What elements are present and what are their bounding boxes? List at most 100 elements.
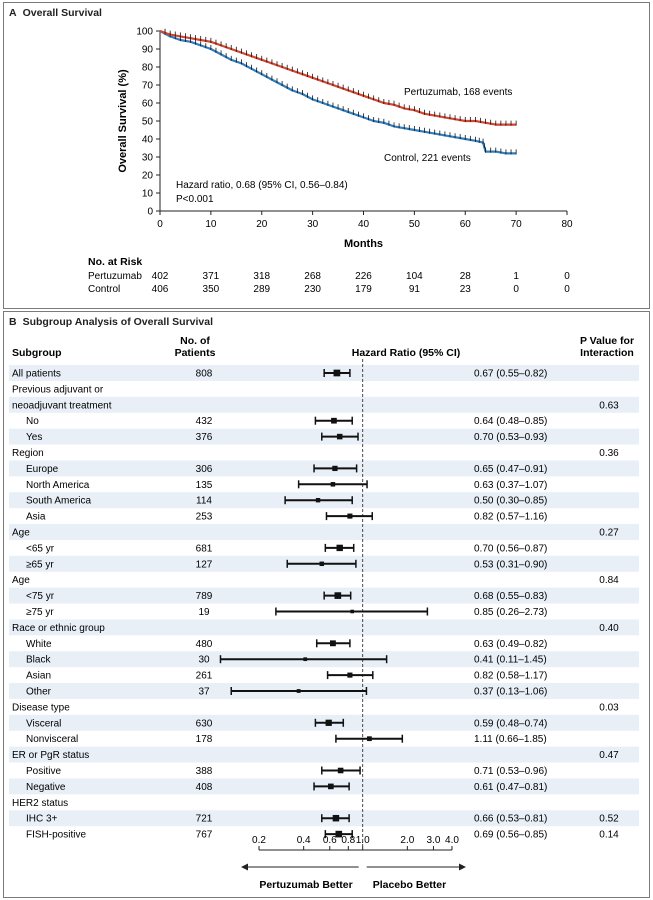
risk-count: 179 <box>355 284 372 295</box>
subgroup-label: Age <box>12 575 30 586</box>
risk-count: 406 <box>152 284 169 295</box>
hazard-ratio-text: 0.61 (0.47–0.81) <box>474 782 547 793</box>
x-tick-label: 30 <box>307 219 319 230</box>
hazard-ratio-point <box>347 672 353 678</box>
risk-count: 28 <box>460 271 472 282</box>
hazard-ratio-point <box>336 544 343 552</box>
forest-x-tick-label: 0.8 <box>341 835 355 846</box>
row-shade <box>9 524 639 540</box>
hazard-ratio-text: 0.69 (0.56–0.85) <box>474 830 547 841</box>
patient-count: 808 <box>196 369 213 380</box>
risk-table-header: No. at Risk <box>88 256 142 268</box>
hazard-ratio-text: 0.70 (0.53–0.93) <box>474 432 547 443</box>
p-value: 0.84 <box>599 575 619 586</box>
risk-row-label: Pertuzumab <box>88 271 142 282</box>
x-axis-label: Months <box>344 238 383 250</box>
subgroup-label: White <box>26 639 52 650</box>
y-tick-label: 100 <box>136 27 153 38</box>
subgroup-label: No <box>26 416 39 427</box>
header-pvalue-2: Interaction <box>580 347 634 359</box>
panel-b-title: B Subgroup Analysis of Overall Survival <box>9 316 213 328</box>
subgroup-label: Disease type <box>12 702 70 713</box>
hazard-ratio-text: 0.50 (0.30–0.85) <box>474 496 547 507</box>
x-tick-label: 60 <box>460 219 472 230</box>
hazard-ratio-point <box>336 433 343 440</box>
risk-count: 402 <box>152 271 169 282</box>
risk-count: 350 <box>203 284 220 295</box>
forest-x-tick-label: 4.0 <box>445 835 459 846</box>
subgroup-label: ≥65 yr <box>26 559 54 570</box>
subgroup-label: ER or PgR status <box>12 750 89 761</box>
hazard-ratio-text: 0.67 (0.55–0.82) <box>474 369 547 380</box>
subgroup-label: neoadjuvant treatment <box>12 400 112 411</box>
patient-count: 37 <box>198 687 210 698</box>
hazard-ratio-point <box>333 369 341 377</box>
hazard-ratio-point <box>347 513 353 519</box>
risk-count: 318 <box>253 271 270 282</box>
hazard-ratio-point <box>303 657 308 662</box>
p-value: 0.63 <box>599 400 619 411</box>
hazard-ratio-point <box>334 592 342 599</box>
forest-x-tick-label: 0.4 <box>297 835 311 846</box>
forest-x-tick-label: 0.6 <box>323 835 337 846</box>
risk-count: 226 <box>355 271 372 282</box>
panel-b-subgroup-analysis: B Subgroup Analysis of Overall Survival S… <box>3 311 650 898</box>
header-patients-2: Patients <box>175 347 216 359</box>
row-shade <box>9 619 639 636</box>
subgroup-label: Positive <box>26 766 61 777</box>
hazard-ratio-point <box>335 830 343 838</box>
hazard-ratio-text: 0.71 (0.53–0.96) <box>474 766 547 777</box>
patient-count: 178 <box>196 734 213 745</box>
p-value: 0.40 <box>599 623 619 634</box>
y-tick-label: 50 <box>142 117 154 128</box>
patient-count: 306 <box>196 464 213 475</box>
forest-x-tick-label: 2.0 <box>400 835 414 846</box>
p-value-annotation: P<0.001 <box>176 194 214 205</box>
hazard-ratio-point <box>328 783 334 790</box>
y-tick-label: 20 <box>142 171 154 182</box>
patient-count: 127 <box>196 559 213 570</box>
patient-count: 408 <box>196 782 213 793</box>
hazard-ratio-text: 0.41 (0.11–1.45) <box>474 655 547 666</box>
x-tick-label: 40 <box>358 219 370 230</box>
subgroup-label: <65 yr <box>26 543 55 554</box>
hazard-ratio-text: 0.63 (0.49–0.82) <box>474 639 547 650</box>
y-tick-label: 60 <box>142 99 154 110</box>
patient-count: 30 <box>198 655 210 666</box>
patient-count: 135 <box>196 480 213 491</box>
y-tick-label: 10 <box>142 189 154 200</box>
hazard-ratio-point <box>331 417 337 424</box>
patient-count: 376 <box>196 432 213 443</box>
hazard-ratio-point <box>330 482 336 487</box>
subgroup-label: IHC 3+ <box>26 814 58 825</box>
arrow-right-head <box>459 863 466 871</box>
x-tick-label: 0 <box>157 219 163 230</box>
subgroup-label: North America <box>26 480 90 491</box>
patient-count: 388 <box>196 766 213 777</box>
subgroup-label: ≥75 yr <box>26 607 54 618</box>
arrow-left-head <box>241 863 248 871</box>
p-value: 0.27 <box>599 528 619 539</box>
hazard-ratio-text: 1.11 (0.66–1.85) <box>474 734 547 745</box>
p-value: 0.52 <box>599 814 619 825</box>
patient-count: 721 <box>196 814 213 825</box>
subgroup-label: Nonvisceral <box>26 734 78 745</box>
hazard-ratio-point <box>329 640 336 647</box>
risk-count: 23 <box>460 284 472 295</box>
panel-a-overall-survival: A Overall Survival 0 10 20 30 40 50 60 70 80 90 100… <box>3 2 650 309</box>
hazard-ratio-point <box>319 561 325 567</box>
panel-a-title: A Overall Survival <box>9 7 102 19</box>
patient-count: 114 <box>196 496 212 507</box>
subgroup-label: Asia <box>26 512 46 523</box>
risk-count: 104 <box>406 271 423 282</box>
row-shade <box>9 396 639 413</box>
hazard-ratio-text: 0.63 (0.37–1.07) <box>474 480 547 491</box>
p-value: 0.47 <box>599 750 619 761</box>
patient-count: 630 <box>196 718 213 729</box>
y-tick-label: 90 <box>142 45 154 56</box>
subgroup-label: All patients <box>12 369 61 380</box>
hazard-ratio-point <box>337 767 344 774</box>
y-axis-label: Overall Survival (%) <box>117 69 129 173</box>
panel-b-title-text: Subgroup Analysis of Overall Survival <box>22 316 214 328</box>
